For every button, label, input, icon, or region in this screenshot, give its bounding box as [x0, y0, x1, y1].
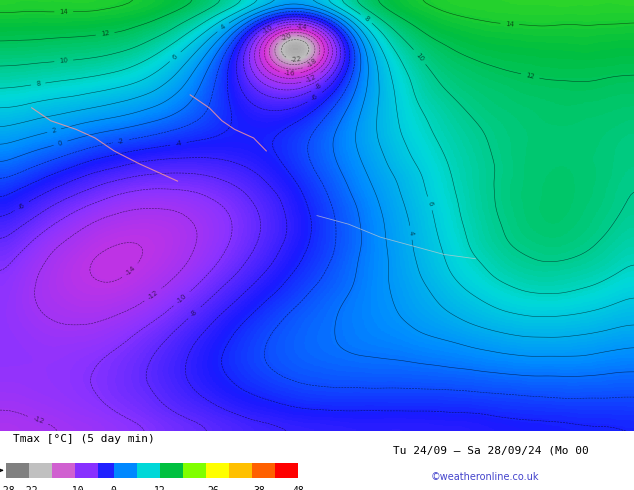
Bar [137, 463, 160, 478]
Bar [53, 463, 75, 478]
Bar [229, 463, 252, 478]
Text: -12: -12 [32, 416, 44, 425]
Text: 38: 38 [254, 486, 266, 490]
Text: -20: -20 [280, 32, 293, 42]
Text: -22: -22 [20, 486, 38, 490]
Bar [206, 463, 229, 478]
Text: 8: 8 [36, 81, 41, 87]
Text: 0: 0 [58, 140, 63, 147]
Text: 2: 2 [51, 127, 57, 134]
Text: -10: -10 [175, 293, 188, 305]
Text: -8: -8 [314, 82, 323, 91]
Text: 10: 10 [415, 51, 425, 62]
Text: 10: 10 [59, 57, 68, 64]
Text: 6: 6 [172, 53, 179, 61]
Text: -8: -8 [190, 308, 199, 318]
Text: 12: 12 [154, 486, 165, 490]
Bar [29, 463, 53, 478]
Text: 12: 12 [525, 72, 535, 80]
Text: 8: 8 [363, 15, 370, 23]
Bar [98, 463, 113, 478]
Bar [183, 463, 206, 478]
Text: -12: -12 [305, 74, 318, 84]
Bar [275, 463, 298, 478]
Text: -28: -28 [0, 486, 15, 490]
Text: -6: -6 [17, 202, 26, 211]
Text: -6: -6 [310, 93, 320, 102]
Text: -16: -16 [284, 71, 296, 77]
Text: 48: 48 [292, 486, 304, 490]
Text: -4: -4 [174, 140, 183, 147]
Text: 12: 12 [100, 30, 110, 37]
Text: -18: -18 [306, 57, 319, 69]
Bar [113, 463, 137, 478]
Text: 6: 6 [426, 200, 434, 206]
Text: 4: 4 [219, 24, 226, 31]
Text: Tmax [°C] (5 day min): Tmax [°C] (5 day min) [13, 434, 155, 444]
Bar [160, 463, 183, 478]
Text: ©weatheronline.co.uk: ©weatheronline.co.uk [431, 472, 540, 482]
Text: -14: -14 [295, 24, 308, 31]
Text: 4: 4 [408, 230, 414, 235]
Text: -10: -10 [67, 486, 84, 490]
Text: Tu 24/09 – Sa 28/09/24 (Mo 00: Tu 24/09 – Sa 28/09/24 (Mo 00 [393, 446, 589, 456]
Text: 26: 26 [208, 486, 219, 490]
Text: 0: 0 [111, 486, 117, 490]
Text: -22: -22 [290, 56, 302, 63]
Bar [75, 463, 98, 478]
Text: -2: -2 [117, 138, 125, 145]
Text: -12: -12 [146, 289, 159, 300]
Bar [6, 463, 29, 478]
Text: -14: -14 [124, 265, 137, 277]
Text: 14: 14 [59, 8, 68, 15]
Text: -10: -10 [261, 24, 274, 34]
Text: 14: 14 [505, 21, 514, 27]
Bar [252, 463, 275, 478]
